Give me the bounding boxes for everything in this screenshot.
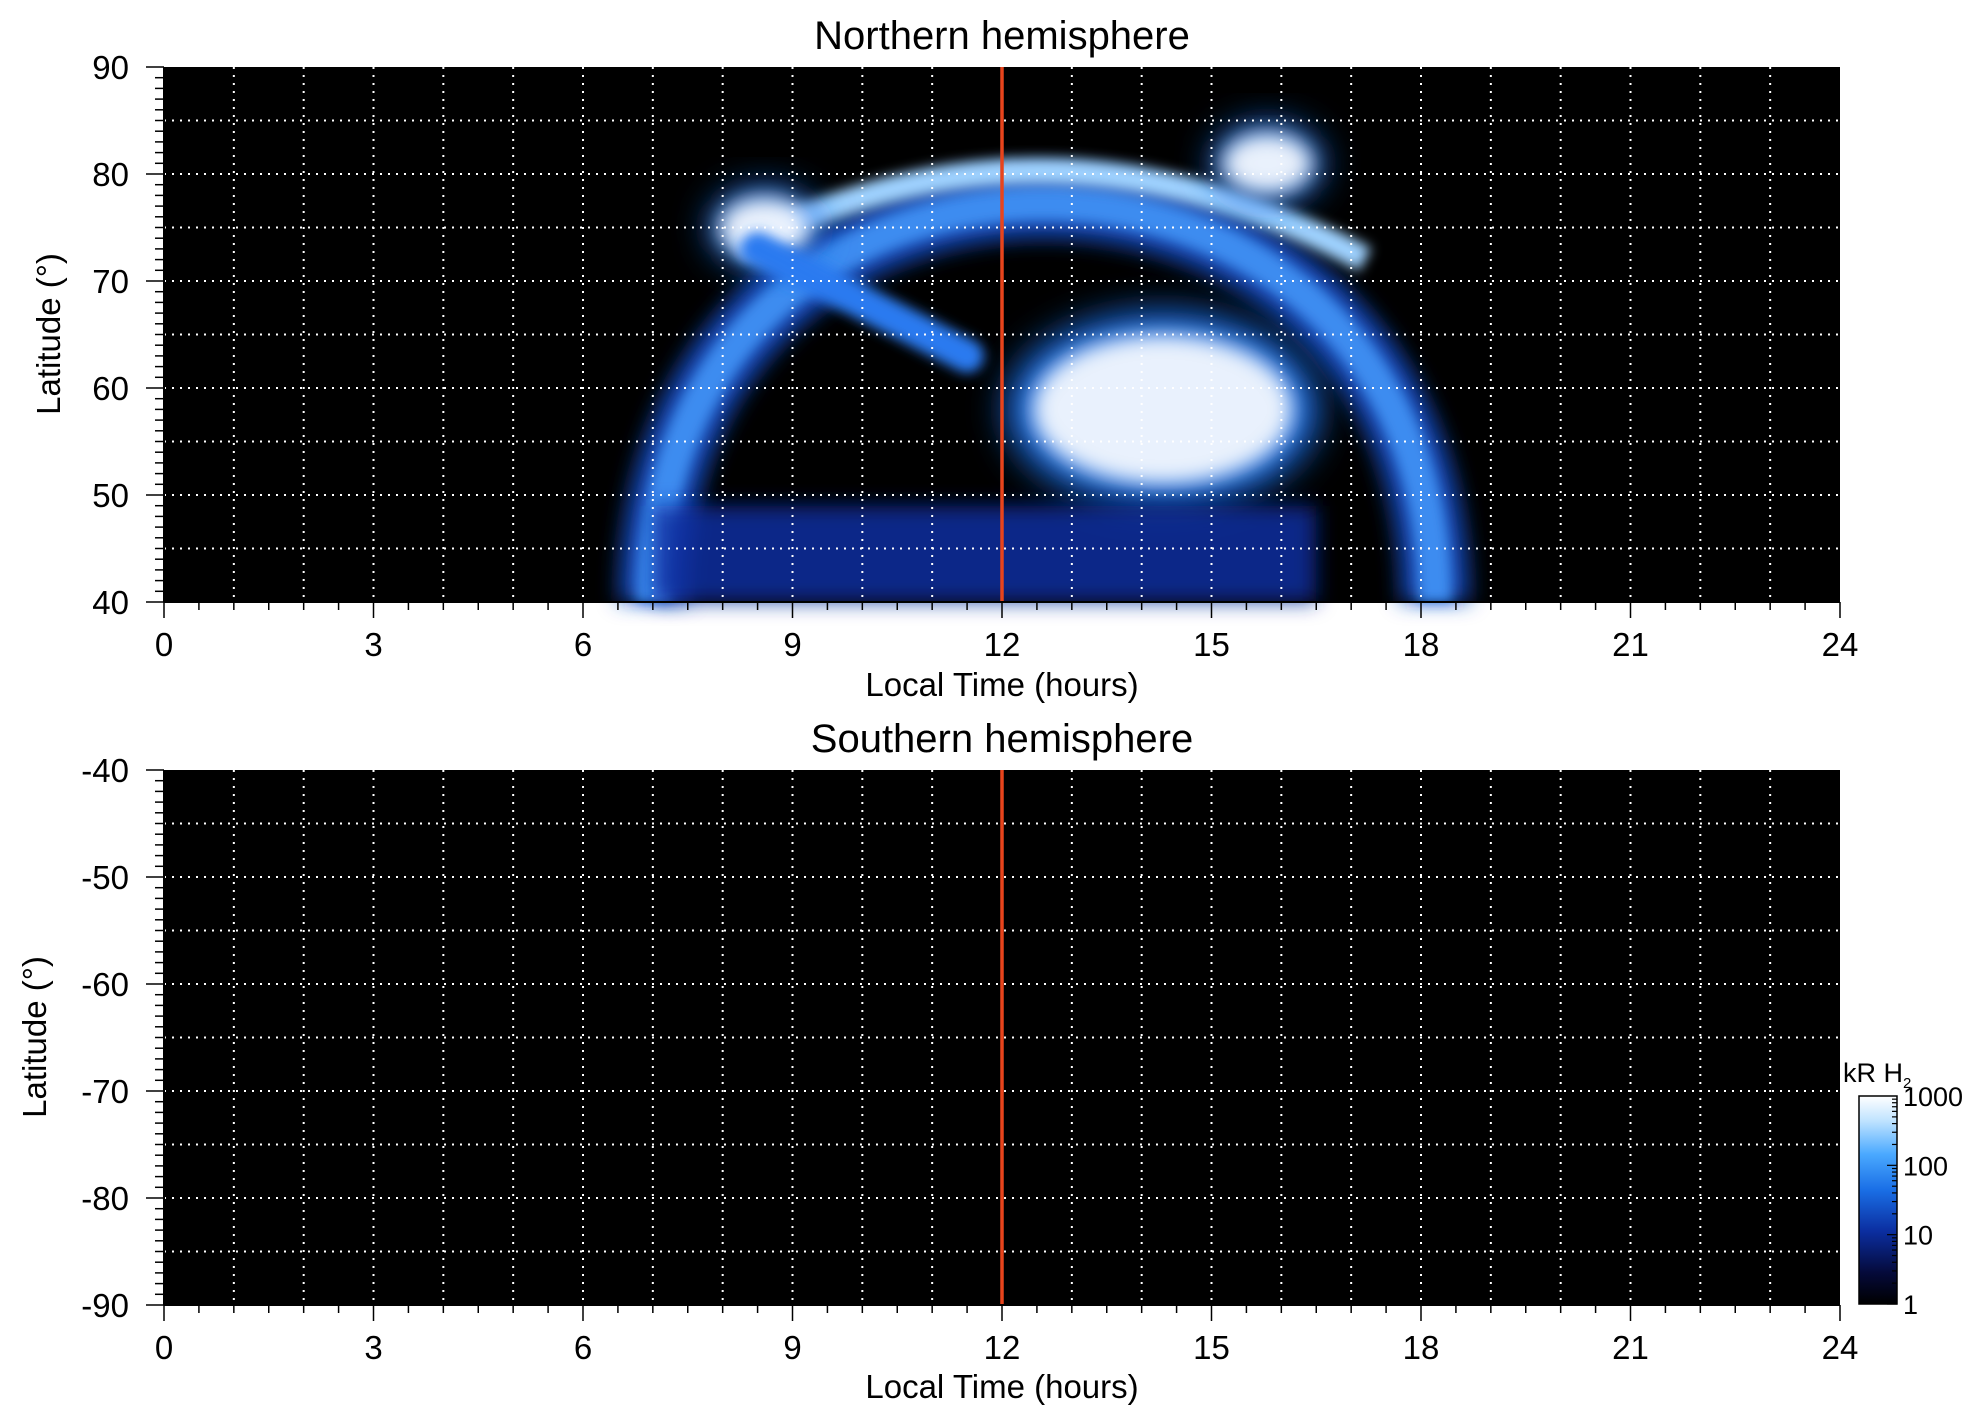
y-tick-label: -50 — [81, 859, 129, 896]
y-tick-label: 70 — [92, 263, 129, 300]
y-tick-label: -40 — [81, 752, 129, 789]
colorbar-gradient — [1858, 1095, 1898, 1305]
northern-panel: Northern hemisphere 0 3 6 9 12 15 18 21 24 40 50 6… — [30, 14, 1858, 703]
x-tick-label: 3 — [364, 626, 382, 663]
emission-blob — [1032, 334, 1293, 485]
colorbar-ticks: 1 10 100 1000 — [1887, 1082, 1963, 1320]
chart-title: Southern hemisphere — [811, 717, 1193, 761]
y-tick-labels: 40 50 60 70 80 90 — [92, 49, 129, 621]
grid — [164, 67, 1840, 602]
x-tick-label: 6 — [574, 1329, 592, 1366]
colorbar-tick-label: 100 — [1903, 1151, 1948, 1181]
y-axis-label: Latitude (°) — [16, 956, 53, 1118]
x-tick-label: 0 — [155, 1329, 173, 1366]
y-tick-label: 80 — [92, 156, 129, 193]
x-tick-label: 9 — [783, 1329, 801, 1366]
x-tick-label: 21 — [1612, 626, 1649, 663]
x-tick-label: 0 — [155, 626, 173, 663]
y-tick-label: 40 — [92, 584, 129, 621]
x-tick-label: 12 — [984, 626, 1021, 663]
y-tick-labels: -40 -50 -60 -70 -80 -90 — [81, 752, 129, 1324]
y-tick-label: -80 — [81, 1180, 129, 1217]
x-tick-label: 18 — [1403, 1329, 1440, 1366]
x-tick-label: 9 — [783, 626, 801, 663]
emission-arc-cap — [730, 158, 1372, 272]
y-tick-label: -60 — [81, 966, 129, 1003]
southern-panel: Southern hemisphere 0 3 6 9 12 15 18 21 24 -40 -5… — [16, 717, 1858, 1405]
colorbar-tick-label: 10 — [1903, 1221, 1933, 1251]
colorbar-title: kR H2 — [1843, 1058, 1911, 1092]
colorbar-tick-label: 1 — [1903, 1290, 1918, 1320]
x-tick-labels: 0 3 6 9 12 15 18 21 24 — [155, 626, 1859, 663]
y-tick-label: 60 — [92, 370, 129, 407]
x-tick-label: 24 — [1822, 626, 1859, 663]
x-tick-label: 12 — [984, 1329, 1021, 1366]
x-tick-label: 18 — [1403, 626, 1440, 663]
y-tick-label: 90 — [92, 49, 129, 86]
x-tick-label: 15 — [1193, 626, 1230, 663]
x-axis-label: Local Time (hours) — [865, 1368, 1138, 1405]
x-tick-label: 15 — [1193, 1329, 1230, 1366]
x-tick-labels: 0 3 6 9 12 15 18 21 24 — [155, 1329, 1859, 1366]
colorbar-tick-label: 1000 — [1903, 1082, 1963, 1112]
x-tick-label: 24 — [1822, 1329, 1859, 1366]
chart-title: Northern hemisphere — [814, 14, 1190, 58]
y-tick-label: -90 — [81, 1287, 129, 1324]
x-tick-label: 6 — [574, 626, 592, 663]
emission-streak — [740, 231, 985, 373]
axes — [146, 66, 1841, 618]
emission-band — [652, 505, 1317, 602]
x-axis-label: Local Time (hours) — [865, 666, 1138, 703]
colorbar: kR H2 1 10 100 1000 — [1843, 1058, 1963, 1320]
x-tick-label: 3 — [364, 1329, 382, 1366]
y-tick-label: 50 — [92, 477, 129, 514]
y-tick-label: -70 — [81, 1073, 129, 1110]
emission-arc-core — [635, 187, 1452, 603]
y-axis-label: Latitude (°) — [30, 253, 67, 415]
emission-blob — [1222, 133, 1313, 194]
x-tick-label: 21 — [1612, 1329, 1649, 1366]
axes — [146, 769, 1841, 1321]
emission-features — [617, 124, 1470, 603]
